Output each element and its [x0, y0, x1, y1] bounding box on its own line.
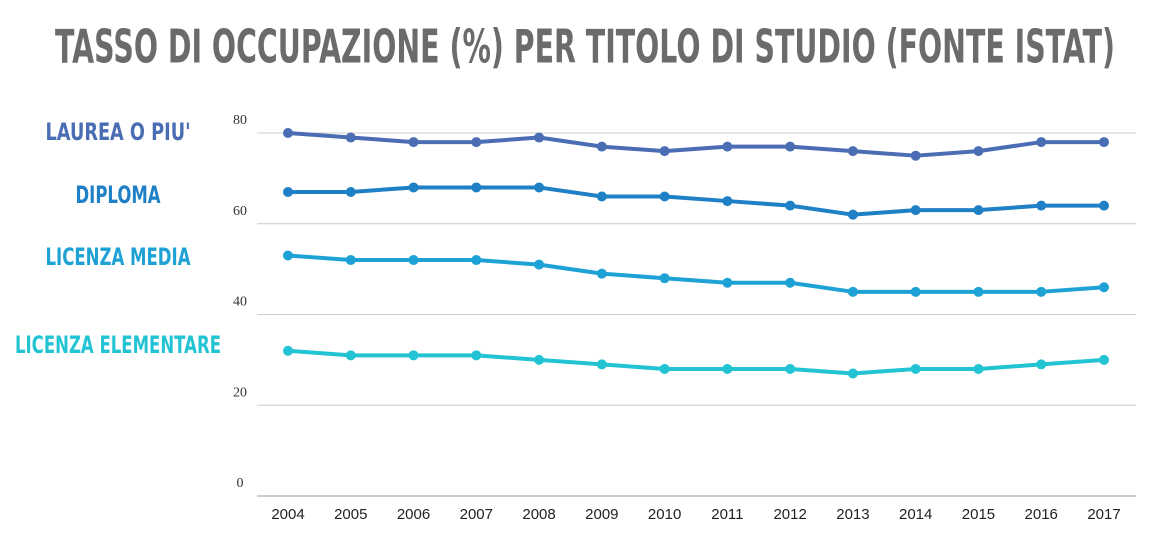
- data-point: [345, 132, 356, 143]
- data-point: [471, 182, 482, 193]
- data-point: [345, 350, 356, 361]
- data-point: [722, 363, 733, 374]
- data-point: [1099, 137, 1109, 148]
- data-point: [471, 137, 482, 148]
- data-point: [1036, 359, 1047, 370]
- legend-label: LICENZA MEDIA: [46, 243, 191, 271]
- data-point: [973, 286, 984, 297]
- x-tick-label: 2008: [522, 506, 555, 523]
- series-line: [287, 131, 1104, 158]
- series-line: [287, 253, 1105, 294]
- data-point: [534, 259, 545, 270]
- x-tick-label: 2016: [1025, 506, 1058, 523]
- y-tick-label: 20: [233, 385, 247, 400]
- data-point: [847, 368, 858, 379]
- y-tick-label: 40: [233, 295, 247, 310]
- y-tick-label: 80: [233, 113, 247, 128]
- data-point: [1099, 200, 1109, 211]
- data-point: [722, 196, 733, 207]
- series-line: [288, 185, 1104, 217]
- data-point: [534, 182, 545, 193]
- data-point: [1099, 354, 1109, 365]
- data-point: [283, 186, 293, 197]
- data-point: [534, 132, 545, 143]
- data-point: [847, 286, 858, 297]
- data-point: [659, 363, 670, 374]
- data-point: [722, 277, 733, 288]
- data-point: [910, 286, 921, 297]
- data-point: [910, 150, 921, 161]
- data-point: [659, 191, 670, 202]
- data-point: [973, 363, 984, 374]
- data-point: [408, 182, 419, 193]
- data-point: [345, 186, 356, 197]
- legend-label: LAUREA O PIU': [46, 118, 191, 146]
- data-point: [1036, 200, 1047, 211]
- data-point: [471, 350, 482, 361]
- x-tick-label: 2014: [899, 506, 932, 523]
- data-point: [785, 200, 796, 211]
- data-point: [408, 255, 419, 266]
- data-point: [659, 273, 670, 284]
- data-point: [785, 363, 796, 374]
- data-point: [847, 209, 858, 220]
- series-line: [287, 348, 1105, 376]
- data-point: [596, 268, 607, 279]
- data-point: [847, 146, 858, 157]
- data-point: [283, 345, 293, 356]
- data-point: [408, 137, 419, 148]
- data-point: [785, 277, 796, 288]
- data-point: [534, 354, 545, 365]
- data-point: [408, 350, 419, 361]
- data-point: [973, 205, 984, 216]
- x-tick-label: 2017: [1087, 506, 1120, 523]
- x-tick-label: 2006: [397, 506, 430, 523]
- data-point: [910, 363, 921, 374]
- legend-label: DIPLOMA: [76, 181, 161, 209]
- data-point: [596, 191, 607, 202]
- y-tick-label: 0: [237, 476, 244, 491]
- data-point: [1099, 282, 1109, 293]
- data-point: [1036, 137, 1047, 148]
- y-tick-label: 60: [233, 204, 247, 219]
- data-point: [910, 205, 921, 216]
- data-point: [471, 255, 482, 266]
- x-tick-label: 2010: [648, 506, 681, 523]
- data-point: [283, 250, 293, 261]
- x-tick-label: 2015: [962, 506, 995, 523]
- x-tick-label: 2005: [334, 506, 367, 523]
- chart-title: TASSO DI OCCUPAZIONE (%) PER TITOLO DI S…: [55, 20, 1115, 74]
- data-point: [283, 128, 293, 138]
- x-tick-label: 2009: [585, 506, 618, 523]
- data-point: [596, 141, 607, 152]
- x-tick-label: 2012: [773, 506, 806, 523]
- data-point: [785, 141, 796, 152]
- legend-label: LICENZA ELEMENTARE: [15, 331, 221, 359]
- data-point: [345, 255, 356, 266]
- data-point: [722, 141, 733, 152]
- x-tick-label: 2011: [711, 506, 743, 523]
- data-point: [1036, 286, 1047, 297]
- data-point: [659, 146, 670, 157]
- data-point: [973, 146, 984, 157]
- x-tick-label: 2013: [836, 506, 869, 523]
- x-tick-label: 2004: [271, 506, 304, 523]
- data-point: [596, 359, 607, 370]
- x-tick-label: 2007: [460, 506, 493, 523]
